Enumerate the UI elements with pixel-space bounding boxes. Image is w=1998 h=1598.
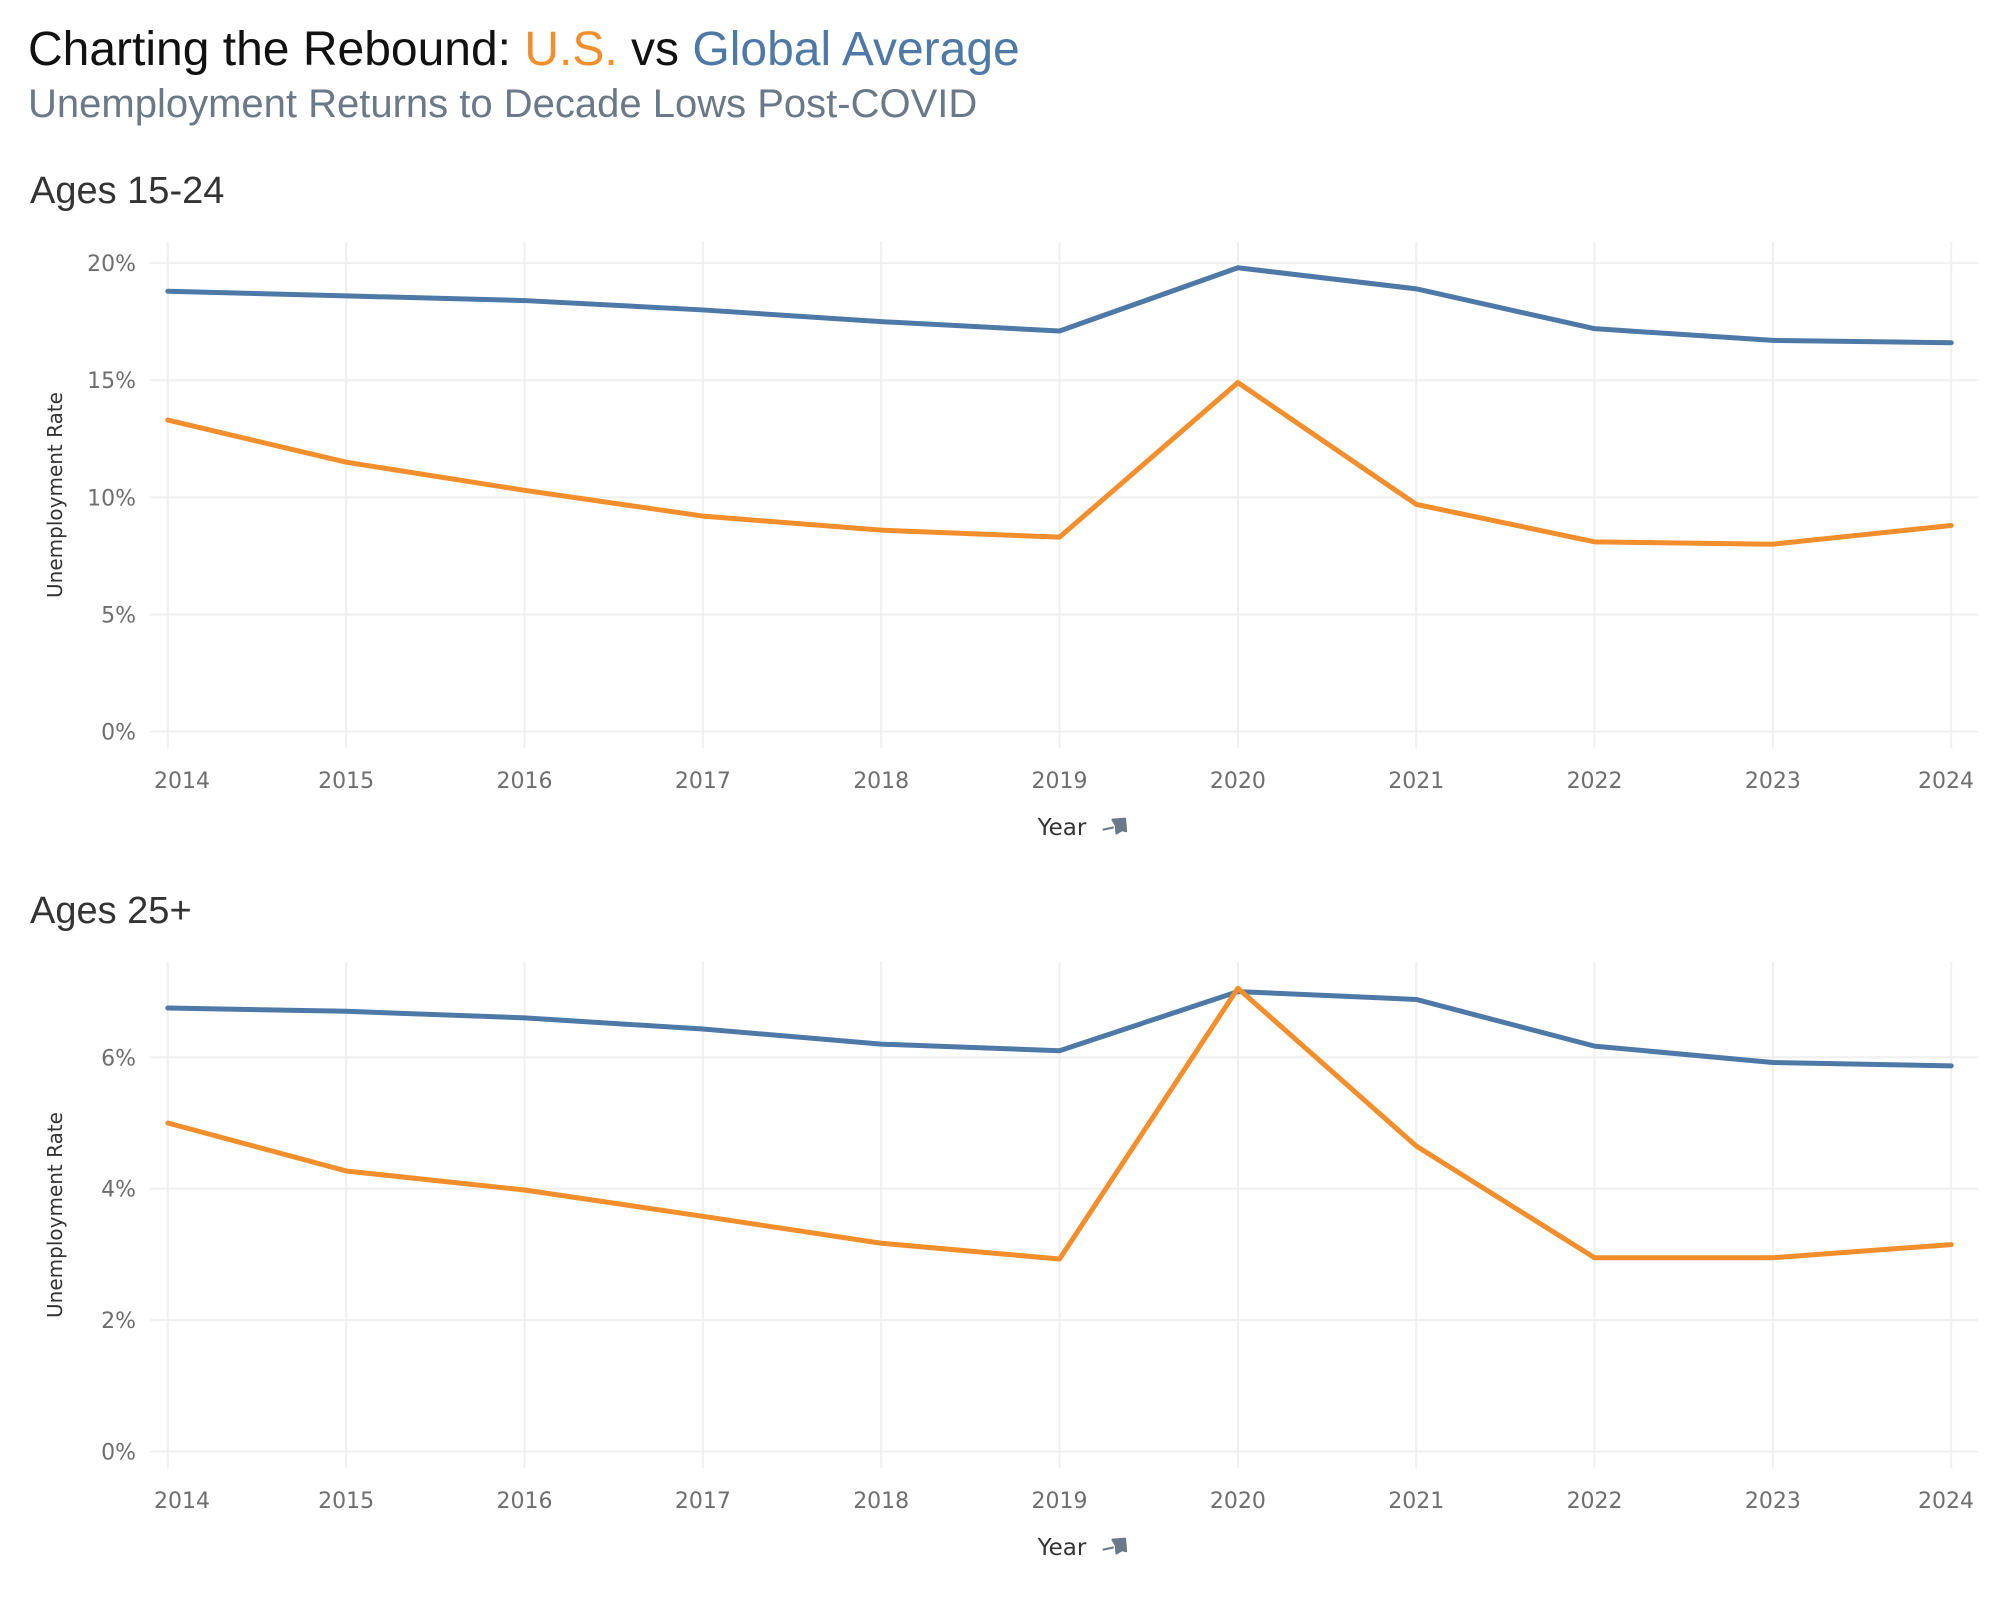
title-global: Global Average bbox=[692, 23, 1020, 76]
x-tick-label: 2015 bbox=[318, 1489, 374, 1514]
x-tick-label: 2015 bbox=[318, 769, 374, 794]
x-tick-label: 2023 bbox=[1745, 769, 1801, 794]
x-tick-label: 2023 bbox=[1745, 1489, 1801, 1514]
y-axis-title: Unemployment Rate bbox=[43, 392, 67, 598]
pin-icon bbox=[1102, 817, 1128, 835]
y-tick-label: 0% bbox=[101, 721, 136, 746]
x-tick-label: 2018 bbox=[853, 769, 909, 794]
x-tick-label: 2017 bbox=[675, 1489, 731, 1514]
x-tick-label: 2020 bbox=[1210, 769, 1266, 794]
x-tick-label: 2017 bbox=[675, 769, 731, 794]
x-tick-label: 2019 bbox=[1032, 769, 1088, 794]
y-tick-label: 20% bbox=[87, 252, 136, 277]
x-tick-label: 2024 bbox=[1918, 769, 1974, 794]
x-tick-label: 2014 bbox=[154, 1489, 210, 1514]
x-tick-label: 2016 bbox=[497, 1489, 553, 1514]
series-line-u-s bbox=[165, 985, 1954, 1262]
panel-title-ages-25-plus: Ages 25+ bbox=[30, 890, 192, 932]
x-tick-label: 2014 bbox=[154, 769, 210, 794]
page-title: Charting the Rebound: U.S. vs Global Ave… bbox=[28, 22, 1020, 77]
y-tick-label: 0% bbox=[101, 1441, 136, 1466]
x-tick-label: 2019 bbox=[1032, 1489, 1088, 1514]
y-tick-label: 4% bbox=[101, 1178, 136, 1203]
x-axis-title: Year bbox=[1037, 1535, 1087, 1561]
series-line-u-s bbox=[165, 380, 1954, 547]
title-prefix: Charting the Rebound: bbox=[28, 23, 525, 76]
title-vs: vs bbox=[617, 23, 693, 76]
y-axis-title: Unemployment Rate bbox=[43, 1112, 67, 1318]
pin-icon bbox=[1102, 1537, 1128, 1555]
y-tick-label: 2% bbox=[101, 1309, 136, 1334]
page-subtitle: Unemployment Returns to Decade Lows Post… bbox=[28, 82, 978, 126]
x-tick-label: 2021 bbox=[1388, 769, 1444, 794]
y-tick-label: 15% bbox=[87, 369, 136, 394]
x-tick-label: 2021 bbox=[1388, 1489, 1444, 1514]
panel-title-ages-15-24: Ages 15-24 bbox=[30, 170, 225, 212]
x-tick-label: 2020 bbox=[1210, 1489, 1266, 1514]
x-tick-label: 2018 bbox=[853, 1489, 909, 1514]
y-tick-label: 10% bbox=[87, 486, 136, 511]
x-axis-title: Year bbox=[1037, 815, 1087, 841]
y-tick-label: 6% bbox=[101, 1046, 136, 1071]
title-us: U.S. bbox=[524, 23, 618, 76]
series-line-global-average bbox=[165, 989, 1954, 1069]
x-tick-label: 2022 bbox=[1567, 1489, 1623, 1514]
y-tick-label: 5% bbox=[101, 603, 136, 628]
x-tick-label: 2022 bbox=[1567, 769, 1623, 794]
x-tick-label: 2016 bbox=[497, 769, 553, 794]
series-line-global-average bbox=[165, 265, 1954, 346]
x-tick-label: 2024 bbox=[1918, 1489, 1974, 1514]
